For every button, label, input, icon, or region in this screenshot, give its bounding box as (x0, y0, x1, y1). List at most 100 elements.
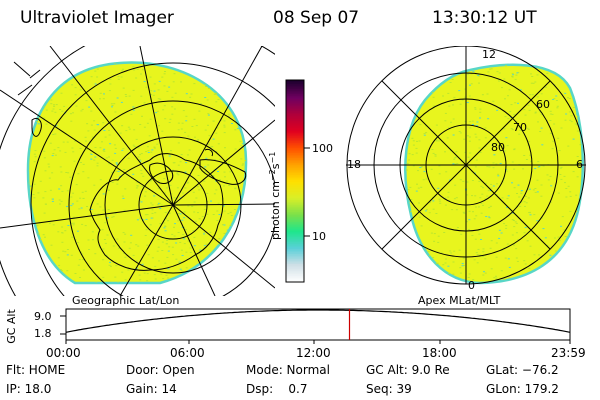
noise-pixel (212, 83, 215, 85)
noise-pixel (197, 175, 200, 176)
noise-pixel (216, 72, 219, 74)
noise-pixel (218, 238, 221, 240)
noise-pixel (102, 209, 105, 211)
mlat-label: 60 (536, 98, 550, 111)
noise-pixel (507, 95, 509, 97)
noise-pixel (463, 160, 466, 162)
noise-pixel (537, 161, 540, 163)
noise-pixel (193, 245, 196, 247)
noise-pixel (72, 222, 75, 224)
noise-pixel (214, 269, 216, 271)
colorbar-band (286, 204, 304, 207)
noise-pixel (577, 116, 580, 118)
noise-pixel (59, 203, 61, 205)
noise-pixel (136, 260, 138, 262)
noise-pixel (503, 286, 505, 287)
noise-pixel (557, 236, 560, 238)
noise-pixel (209, 265, 212, 267)
noise-pixel (33, 153, 36, 155)
colorbar-band (286, 186, 304, 189)
noise-pixel (108, 163, 111, 165)
noise-pixel (499, 150, 502, 152)
noise-pixel (452, 261, 455, 263)
noise-pixel (459, 179, 462, 181)
noise-pixel (52, 224, 55, 226)
noise-pixel (107, 209, 110, 211)
noise-pixel (61, 110, 64, 112)
noise-pixel (560, 178, 563, 180)
noise-pixel (142, 219, 145, 221)
noise-pixel (574, 95, 577, 97)
noise-pixel (116, 238, 119, 240)
noise-pixel (104, 242, 107, 244)
noise-pixel (511, 234, 514, 236)
noise-pixel (149, 118, 152, 120)
noise-pixel (511, 76, 514, 78)
noise-pixel (111, 105, 114, 106)
noise-pixel (402, 251, 404, 252)
noise-pixel (170, 193, 173, 195)
noise-pixel (35, 79, 38, 81)
colorbar-band (286, 263, 304, 266)
colorbar-band (286, 90, 304, 93)
noise-pixel (117, 282, 120, 284)
noise-pixel (177, 122, 180, 124)
noise-pixel (193, 118, 196, 120)
noise-pixel (450, 121, 452, 123)
noise-pixel (187, 154, 189, 156)
noise-pixel (150, 162, 153, 164)
noise-pixel (35, 87, 38, 89)
noise-pixel (229, 80, 231, 82)
noise-pixel (148, 135, 151, 137)
noise-pixel (468, 95, 471, 97)
noise-pixel (537, 121, 539, 123)
noise-pixel (123, 241, 126, 243)
noise-pixel (422, 286, 424, 287)
noise-pixel (191, 206, 194, 207)
noise-pixel (51, 65, 54, 67)
noise-pixel (199, 72, 202, 74)
noise-pixel (467, 229, 470, 230)
noise-pixel (183, 243, 186, 245)
colorbar-band (286, 81, 304, 84)
noise-pixel (43, 150, 46, 152)
noise-pixel (560, 127, 563, 129)
noise-pixel (72, 73, 75, 75)
noise-pixel (528, 212, 531, 214)
noise-pixel (506, 198, 509, 200)
noise-pixel (575, 275, 578, 277)
noise-pixel (81, 223, 84, 225)
status-door: Door: Open (126, 363, 195, 377)
noise-pixel (422, 79, 425, 80)
noise-pixel (61, 190, 64, 192)
noise-pixel (54, 133, 57, 135)
noise-pixel (29, 185, 32, 187)
noise-pixel (199, 249, 202, 251)
noise-pixel (427, 255, 430, 256)
noise-pixel (227, 70, 230, 72)
noise-pixel (28, 67, 30, 69)
noise-pixel (164, 71, 166, 72)
noise-pixel (150, 179, 152, 181)
noise-pixel (123, 209, 126, 211)
noise-pixel (204, 205, 207, 207)
noise-pixel (172, 162, 175, 164)
noise-pixel (493, 277, 496, 279)
noise-pixel (127, 157, 130, 159)
noise-pixel (418, 216, 421, 218)
colorbar-band (286, 123, 304, 127)
noise-pixel (117, 76, 120, 78)
noise-pixel (214, 92, 217, 94)
noise-pixel (414, 83, 417, 84)
noise-pixel (44, 80, 47, 82)
noise-pixel (492, 162, 495, 164)
noise-pixel (495, 256, 498, 258)
noise-pixel (171, 246, 174, 248)
coastlines (13, 61, 247, 271)
noise-pixel (565, 249, 568, 251)
noise-pixel (192, 230, 195, 232)
noise-pixel (234, 71, 237, 73)
noise-pixel (573, 80, 576, 82)
noise-pixel (143, 102, 146, 104)
noise-pixel (147, 152, 150, 153)
